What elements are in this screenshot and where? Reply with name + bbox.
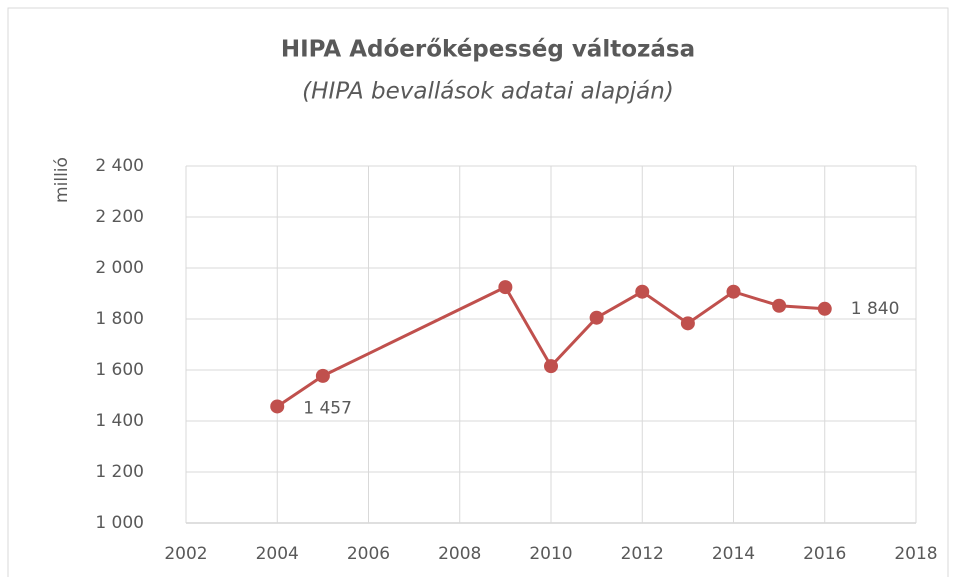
point: [680, 316, 695, 331]
point: [772, 298, 787, 313]
point: [270, 399, 285, 414]
y-tick-label: 2 000: [95, 258, 144, 278]
x-tick-label: 2018: [894, 544, 937, 564]
y-tick-label: 2 200: [95, 207, 144, 227]
x-tick-label: 2002: [164, 544, 207, 564]
chart-subtitle: (HIPA bevallások adatai alapján): [302, 79, 674, 105]
line: [276, 285, 825, 408]
chart-frame: [7, 7, 949, 577]
y-tick-label: 1 200: [95, 462, 144, 482]
x-tick-label: 2010: [529, 544, 572, 564]
x-tick-label: 2006: [347, 544, 390, 564]
point: [817, 301, 832, 316]
point: [635, 284, 650, 299]
data-label: 1 840: [851, 299, 900, 319]
y-tick-label: 1 600: [95, 360, 144, 380]
y-tick-label: 2 400: [95, 156, 144, 176]
x-tick-label: 2016: [803, 544, 846, 564]
chart-title: HIPA Adóerőképesség változása: [281, 37, 695, 63]
data-label: 1 457: [303, 398, 352, 418]
y-tick-label: 1 000: [95, 513, 144, 533]
point: [315, 368, 330, 383]
point: [589, 310, 604, 325]
x-tick-label: 2008: [438, 544, 481, 564]
point: [726, 284, 741, 299]
point: [498, 280, 513, 295]
point: [544, 359, 558, 374]
y-axis-label: millió: [52, 157, 72, 203]
x-tick-label: 2014: [712, 544, 755, 564]
x-tick-label: 2012: [621, 544, 664, 564]
y-tick-label: 1 800: [95, 309, 144, 329]
y-tick-label: 1 400: [95, 411, 144, 431]
x-tick-label: 2004: [256, 544, 299, 564]
